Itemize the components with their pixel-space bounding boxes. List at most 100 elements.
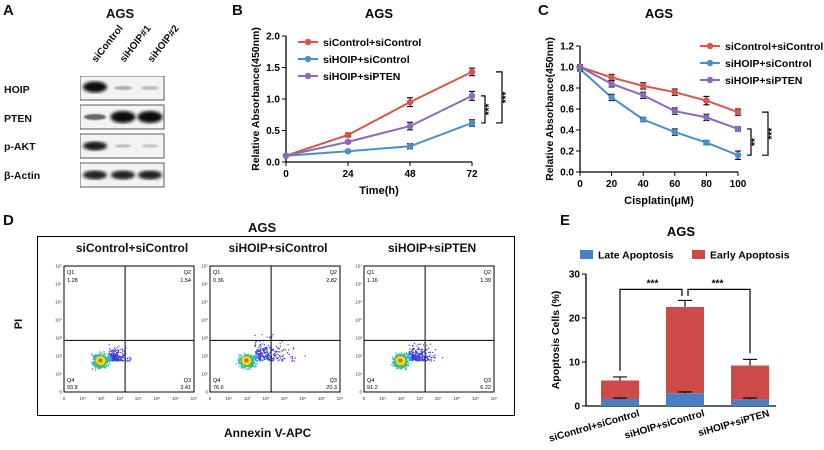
flow-ytick-label: 10⁴ <box>55 318 62 323</box>
flow-event <box>263 344 265 346</box>
flow-event <box>110 360 112 362</box>
flow-event <box>253 366 255 368</box>
flow-event <box>114 359 116 361</box>
flow-event <box>405 357 407 359</box>
flow-ytick-label: 10³ <box>55 336 62 341</box>
flow-q4-label: Q4 <box>67 378 74 384</box>
flow-event <box>273 354 275 357</box>
chart-c-legend-marker-1 <box>706 59 714 67</box>
flow-event <box>417 354 419 356</box>
flow-event <box>407 354 409 357</box>
flow-event <box>401 355 404 357</box>
flow-q3-value: 6.22 <box>480 385 491 391</box>
flow-ytick-label: 10⁵ <box>55 300 62 305</box>
flow-event <box>419 359 421 362</box>
flow-event <box>271 348 273 351</box>
flow-ytick-label: 10⁶ <box>201 282 208 287</box>
flow-event <box>116 351 118 354</box>
chart-e-sig-label-left: *** <box>647 278 659 289</box>
chart-b-sig-bracket-inner <box>481 95 486 124</box>
flow-event <box>433 357 436 359</box>
flow-event <box>395 362 397 364</box>
panel-d-letter: D <box>3 212 14 229</box>
chart-c-point <box>734 108 742 116</box>
flow-event <box>113 352 115 354</box>
flow-event <box>294 357 296 359</box>
flow-xtick-label: 10⁴ <box>281 396 288 401</box>
flow-event <box>119 348 121 350</box>
flow-event <box>396 365 398 367</box>
flow-event <box>107 360 110 362</box>
flow-plot-1: 00 10¹ 10¹ 10² 10² 10³ 10³ 10⁴ 10⁴ 10⁵ 10⁵ 10⁶ 10⁶ 10… <box>201 264 344 402</box>
flow-event <box>95 355 97 357</box>
flow-event <box>426 349 428 351</box>
flow-event <box>103 366 105 368</box>
chart-c-point <box>640 82 647 90</box>
flow-event <box>392 365 394 367</box>
chart-c-point <box>671 107 678 115</box>
flow-event <box>407 365 410 367</box>
chart-c-point <box>734 152 742 159</box>
flow-xtick-label: 0 <box>363 396 366 401</box>
flow-event <box>259 353 261 356</box>
flow-event <box>420 352 422 354</box>
flow-event <box>107 356 109 359</box>
flow-event <box>238 360 240 362</box>
flow-event <box>241 365 243 368</box>
flow-event <box>264 347 266 349</box>
chart-e-legend-swatch-1 <box>692 250 705 259</box>
flow-event <box>250 366 252 368</box>
flow-event <box>248 368 250 370</box>
flow-event <box>97 366 99 368</box>
flow-event <box>411 355 413 358</box>
flow-event <box>395 352 397 354</box>
flow-event <box>109 348 111 350</box>
flow-event <box>113 358 115 360</box>
chart-c-point <box>576 63 584 71</box>
flow-event <box>94 359 96 361</box>
chart-b-legend-label-2: siHOIP+siPTEN <box>323 71 400 83</box>
flow-event <box>104 356 106 358</box>
flow-event <box>94 369 97 371</box>
flow-event <box>102 364 104 367</box>
flow-event <box>118 359 120 361</box>
flow-event <box>260 354 262 356</box>
flow-event <box>265 348 267 350</box>
flow-event <box>94 365 97 367</box>
flow-event <box>412 355 414 357</box>
flow-event <box>441 357 444 359</box>
chart-b-point <box>344 138 352 146</box>
flow-ytick-label: 10² <box>355 354 362 359</box>
flow-event <box>99 365 101 368</box>
flow-event <box>250 356 252 358</box>
flow-event <box>427 358 429 361</box>
flow-event <box>430 358 432 361</box>
chart-e-ylabel: Apoptosis Cells (%) <box>550 291 562 390</box>
flow-event <box>292 347 295 349</box>
flow-event <box>262 355 264 357</box>
flow-event <box>101 366 103 368</box>
flow-event <box>123 357 125 359</box>
flow-event <box>245 354 247 356</box>
flow-event <box>262 347 264 350</box>
flow-event <box>100 354 103 357</box>
flow-event <box>94 358 96 360</box>
flow-ytick-label: 10⁴ <box>355 318 362 323</box>
flow-event <box>112 355 114 357</box>
flow-q3-label: Q3 <box>484 378 491 384</box>
flow-event <box>426 344 428 346</box>
wb-label-pten: PTEN <box>4 113 33 125</box>
flow-event <box>115 359 117 361</box>
flow-event <box>267 354 269 356</box>
flow-event <box>250 366 253 368</box>
flow-event <box>257 358 260 360</box>
flow-event <box>277 353 279 355</box>
flow-event <box>91 362 93 364</box>
flow-y-label: PI <box>13 318 26 330</box>
flow-event <box>95 354 97 356</box>
flow-event <box>94 365 96 368</box>
flow-xtick-label: 10⁷ <box>337 396 344 401</box>
flow-event <box>415 355 417 357</box>
flow-event <box>252 355 254 357</box>
flow-event <box>248 355 250 358</box>
